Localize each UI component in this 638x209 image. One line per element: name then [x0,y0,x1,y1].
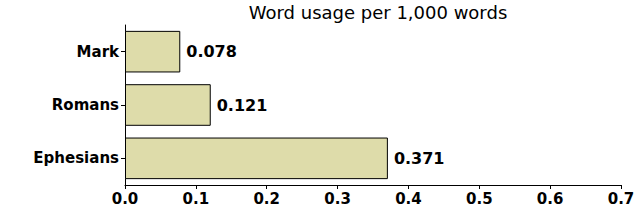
svg-text:Romans: Romans [52,96,119,114]
svg-text:Word usage per 1,000 words: Word usage per 1,000 words [249,2,508,23]
svg-text:0.1: 0.1 [183,190,210,208]
svg-text:0.121: 0.121 [217,96,268,115]
svg-text:Ephesians: Ephesians [33,149,119,167]
svg-text:0.7: 0.7 [608,190,635,208]
svg-text:0.6: 0.6 [537,190,564,208]
svg-text:0.3: 0.3 [324,190,351,208]
svg-text:0.5: 0.5 [466,190,493,208]
svg-text:0.078: 0.078 [186,42,237,61]
svg-text:0.4: 0.4 [395,190,422,208]
svg-text:0.371: 0.371 [394,149,445,168]
svg-text:Mark: Mark [77,43,120,61]
svg-text:0.0: 0.0 [112,190,139,208]
svg-text:0.2: 0.2 [253,190,280,208]
